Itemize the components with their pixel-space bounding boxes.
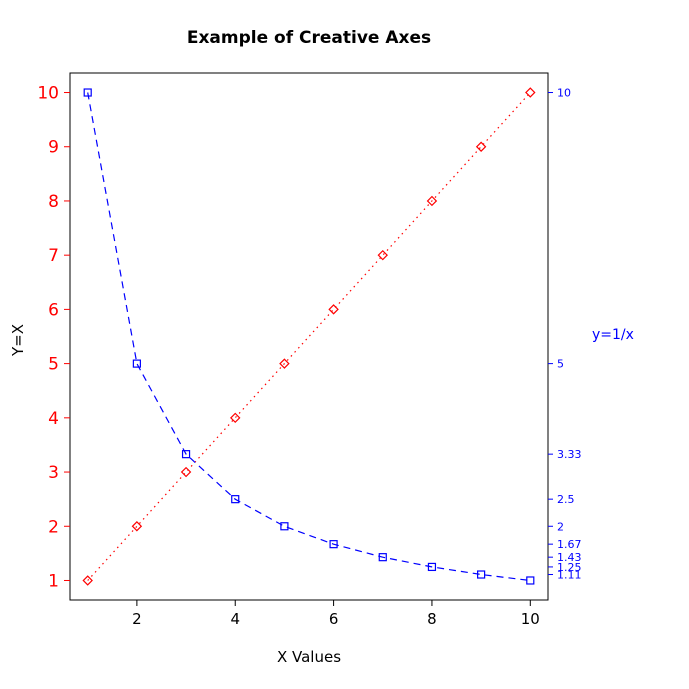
data-point-square: [280, 522, 289, 531]
x-axis-label: X Values: [276, 648, 342, 666]
x-axis-tick-label: 10: [521, 610, 540, 628]
left-y-axis-tick-label: 8: [48, 192, 59, 212]
data-point-diamond: [131, 521, 143, 532]
left-y-axis-tick-label: 5: [48, 355, 59, 375]
data-point-square: [181, 450, 191, 459]
right-y-axis-tick-label: 1.43: [557, 551, 582, 564]
right-y-axis-tick-label: 1.11: [557, 569, 582, 582]
data-point-diamond: [328, 304, 339, 315]
right-y-axis-tick-label: 10: [557, 87, 571, 100]
x-axis-tick-label: 6: [329, 610, 339, 628]
series-line: [87, 92, 531, 581]
left-y-axis-tick-label: 6: [48, 300, 59, 320]
left-y-axis-tick-label: 2: [48, 517, 59, 537]
right-y-axis-label: y=1/x: [592, 327, 634, 343]
right-y-axis-tick-label: 1.25: [557, 561, 582, 574]
data-point-square: [132, 359, 141, 368]
x-axis-tick-label: 4: [230, 610, 240, 628]
right-y-axis-tick-label: 3.33: [557, 448, 582, 461]
series-line: [87, 92, 531, 582]
data-point-diamond: [279, 358, 290, 369]
data-point-square: [477, 570, 486, 579]
data-point-diamond: [377, 249, 388, 261]
left-y-axis-tick-label: 3: [48, 463, 59, 483]
data-point-square: [329, 540, 338, 549]
chart-title: Example of Creative Axes: [186, 28, 432, 48]
data-point-square: [378, 553, 387, 562]
data-point-diamond: [525, 87, 536, 98]
right-y-axis-tick-label: 2: [557, 520, 564, 533]
data-point-diamond: [475, 141, 487, 152]
right-y-axis-tick-label: 2.5: [557, 493, 575, 506]
data-point-square: [83, 88, 92, 97]
data-point-square: [526, 576, 535, 585]
left-y-axis-tick-label: 7: [48, 246, 59, 266]
plot-box: [69, 72, 549, 601]
right-y-axis-tick-label: 5: [557, 358, 564, 371]
data-point-diamond: [230, 412, 241, 424]
data-point-diamond: [180, 466, 192, 478]
right-y-axis-tick-label: 1.67: [557, 538, 582, 551]
x-axis-tick-label: 2: [132, 610, 142, 628]
data-point-diamond: [82, 575, 93, 586]
left-y-axis-tick-label: 10: [37, 84, 59, 104]
data-point-diamond: [426, 195, 438, 207]
left-y-axis-tick-label: 4: [48, 409, 59, 429]
x-axis-tick-label: 8: [427, 610, 437, 628]
data-point-square: [231, 495, 240, 504]
left-y-axis-tick-label: 1: [48, 571, 59, 591]
left-y-axis-tick-label: 9: [48, 138, 59, 158]
data-point-square: [427, 562, 437, 572]
